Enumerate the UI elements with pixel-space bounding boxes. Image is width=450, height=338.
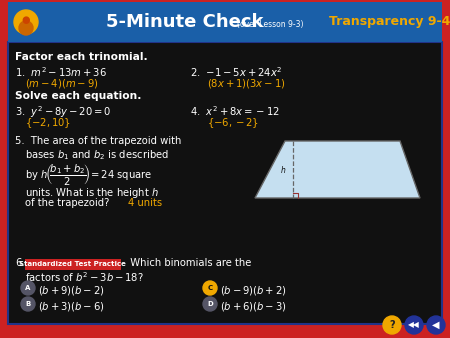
Circle shape — [21, 281, 35, 295]
Text: ●: ● — [22, 15, 30, 25]
Text: $(b+9)(b-2)$: $(b+9)(b-2)$ — [38, 284, 105, 297]
Text: $h$: $h$ — [280, 164, 286, 175]
Text: by $h\!\left(\!\dfrac{b_1+b_2}{2}\!\right)\!=24$ square: by $h\!\left(\!\dfrac{b_1+b_2}{2}\!\righ… — [25, 162, 153, 187]
Text: $(m-4)(m-9)$: $(m-4)(m-9)$ — [25, 77, 99, 90]
Text: $(8x+1)(3x-1)$: $(8x+1)(3x-1)$ — [207, 77, 286, 90]
Circle shape — [21, 297, 35, 311]
Text: Factor each trinomial.: Factor each trinomial. — [15, 52, 148, 62]
Text: Solve each equation.: Solve each equation. — [15, 91, 141, 101]
Text: ◀◀: ◀◀ — [408, 320, 420, 330]
Text: 1.  $m^2-13m+36$: 1. $m^2-13m+36$ — [15, 65, 107, 79]
Text: 4.  $x^2+8x=-12$: 4. $x^2+8x=-12$ — [190, 104, 280, 118]
Text: ◀: ◀ — [432, 320, 440, 330]
Text: factors of $b^2-3b-18$?: factors of $b^2-3b-18$? — [25, 270, 144, 284]
Text: ?: ? — [389, 320, 395, 330]
Text: 4 units: 4 units — [128, 198, 162, 208]
Text: 5-Minute Check: 5-Minute Check — [106, 13, 264, 31]
Circle shape — [19, 21, 33, 35]
Text: Transparency 9-4: Transparency 9-4 — [329, 16, 450, 28]
Text: $h+5$: $h+5$ — [327, 200, 348, 211]
Polygon shape — [255, 141, 420, 198]
Circle shape — [427, 316, 445, 334]
Text: $\{-6,-2\}$: $\{-6,-2\}$ — [207, 116, 259, 130]
Text: $(b-9)(b+2)$: $(b-9)(b+2)$ — [220, 284, 287, 297]
FancyBboxPatch shape — [24, 259, 121, 269]
Circle shape — [383, 316, 401, 334]
Text: $h-1$: $h-1$ — [333, 127, 353, 138]
Text: 3.  $y^2-8y-20=0$: 3. $y^2-8y-20=0$ — [15, 104, 112, 120]
Text: B: B — [25, 301, 31, 307]
Text: (over Lesson 9-3): (over Lesson 9-3) — [237, 21, 303, 29]
Text: 5.  The area of the trapezoid with: 5. The area of the trapezoid with — [15, 136, 181, 146]
Text: Which binomials are the: Which binomials are the — [124, 258, 252, 268]
FancyBboxPatch shape — [8, 2, 442, 42]
Text: C: C — [207, 285, 212, 291]
Text: 2.  $-1-5x+24x^2$: 2. $-1-5x+24x^2$ — [190, 65, 282, 79]
Circle shape — [203, 281, 217, 295]
Text: units. What is the height $h$: units. What is the height $h$ — [25, 186, 159, 200]
Circle shape — [405, 316, 423, 334]
Text: bases $b_1$ and $b_2$ is described: bases $b_1$ and $b_2$ is described — [25, 148, 169, 162]
Text: D: D — [207, 301, 213, 307]
Circle shape — [203, 297, 217, 311]
Text: of the trapezoid?: of the trapezoid? — [25, 198, 109, 208]
Text: $(b+3)(b-6)$: $(b+3)(b-6)$ — [38, 300, 105, 313]
Text: 6.: 6. — [15, 258, 25, 268]
Text: A: A — [25, 285, 31, 291]
Circle shape — [14, 10, 38, 34]
Text: $\{-2, 10\}$: $\{-2, 10\}$ — [25, 116, 71, 130]
Text: Standardized Test Practice: Standardized Test Practice — [18, 261, 126, 267]
FancyBboxPatch shape — [8, 42, 442, 324]
Text: $(b+6)(b-3)$: $(b+6)(b-3)$ — [220, 300, 287, 313]
